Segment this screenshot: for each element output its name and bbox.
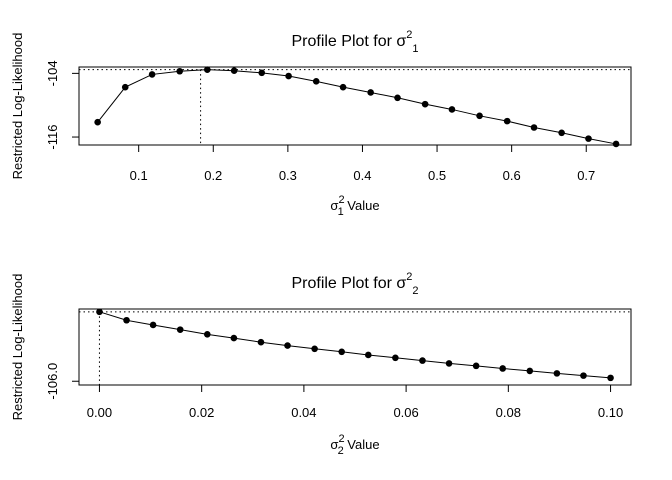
data-point	[94, 118, 101, 126]
data-point	[203, 331, 211, 338]
x-tick-label: 0.02	[189, 405, 214, 420]
data-point	[499, 365, 507, 372]
chart-panel-1: Profile Plot for σ21 0.1 0.2 0.3 0.4 0.5 0.6 0.…	[10, 29, 632, 218]
chart-panel-2: Profile Plot for σ22 0.00 0.02 0.04 0.06 0.08…	[10, 271, 632, 457]
data-point	[285, 72, 292, 80]
series-line	[97, 69, 617, 145]
y-tick-label: -106.0	[45, 363, 60, 400]
plot-frame	[78, 66, 632, 146]
x-tick-label: 0.08	[496, 405, 521, 420]
data-point	[258, 69, 266, 77]
data-point	[503, 117, 511, 125]
series-line	[99, 311, 611, 379]
data-point	[472, 362, 480, 370]
data-point	[230, 67, 238, 75]
chart-title: Profile Plot for σ22	[291, 271, 418, 297]
x-tick-label: 0.4	[353, 168, 371, 183]
data-point	[394, 94, 401, 102]
data-point	[338, 348, 346, 356]
data-point	[339, 83, 347, 91]
data-point	[176, 326, 184, 333]
data-point	[558, 129, 565, 137]
data-point	[392, 354, 399, 362]
data-point	[96, 308, 103, 316]
data-point	[612, 140, 620, 148]
data-point	[585, 135, 592, 142]
data-point	[476, 112, 483, 120]
x-tick-label: 0.06	[393, 405, 418, 420]
data-point	[553, 370, 561, 377]
data-point	[421, 100, 429, 108]
data-point	[284, 342, 291, 349]
data-point	[311, 345, 318, 353]
data-point	[312, 78, 320, 85]
data-point	[123, 316, 130, 324]
data-point	[607, 374, 614, 382]
data-point	[148, 71, 156, 78]
data-point	[121, 83, 129, 91]
data-point	[364, 351, 372, 359]
data-point	[448, 106, 456, 113]
x-tick-label: 0.6	[503, 168, 521, 183]
x-tick-label: 0.2	[204, 168, 222, 183]
y-tick-label: -116	[45, 125, 60, 150]
data-point	[530, 124, 538, 131]
y-axis-label: Restricted Log-Likelihood	[10, 33, 25, 180]
data-point	[257, 338, 265, 346]
x-tick-label: 0.04	[291, 405, 316, 420]
data-point	[445, 360, 453, 367]
x-axis-label: σ2 2 Value	[330, 433, 379, 457]
x-tick-label: 0.10	[598, 405, 623, 420]
y-axis-label: Restricted Log-Likelihood	[10, 274, 25, 421]
data-point	[176, 67, 184, 75]
data-point	[367, 89, 374, 96]
data-point	[149, 321, 157, 329]
y-tick-label: -104	[45, 60, 60, 86]
x-tick-label: 0.3	[279, 168, 297, 183]
data-point	[419, 357, 426, 364]
chart-title: Profile Plot for σ21	[291, 29, 418, 55]
data-point	[230, 334, 238, 342]
x-tick-label: 0.00	[87, 405, 112, 420]
x-tick-label: 0.7	[577, 168, 595, 183]
plot-frame	[78, 308, 632, 386]
data-point	[526, 367, 534, 375]
data-point	[580, 372, 587, 379]
x-axis-label: σ2 1 Value	[330, 194, 379, 218]
x-tick-label: 0.5	[428, 168, 446, 183]
data-point	[204, 66, 211, 73]
x-tick-label: 0.1	[130, 168, 148, 183]
